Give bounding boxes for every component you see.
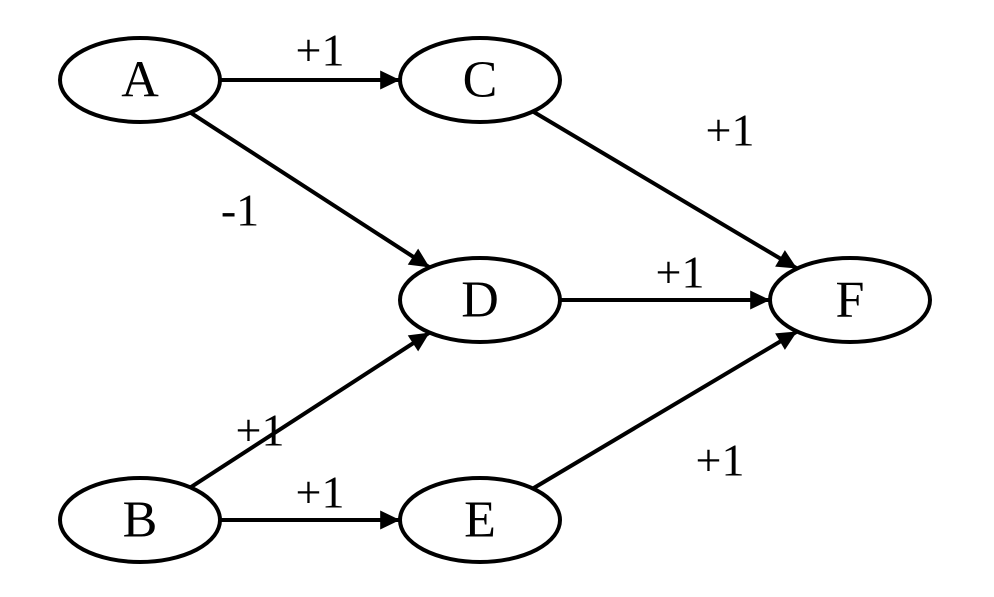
- edge-label-A-C: +1: [296, 25, 345, 76]
- node-label-F: F: [836, 272, 865, 329]
- edge-label-B-E: +1: [296, 467, 345, 518]
- edge-B-D: [190, 333, 429, 488]
- arrowhead-A-D: [408, 249, 430, 268]
- edge-C-F: [533, 111, 797, 268]
- node-label-A: A: [121, 52, 159, 109]
- edge-E-F: [533, 331, 797, 488]
- node-label-D: D: [461, 272, 499, 329]
- edge-label-E-F: +1: [696, 435, 745, 486]
- edge-label-A-D: -1: [221, 185, 259, 236]
- arrowhead-B-D: [408, 333, 430, 352]
- edge-label-B-D: +1: [236, 405, 285, 456]
- graph-diagram: ABCDEF +1-1+1+1+1+1+1: [0, 0, 994, 597]
- node-label-B: B: [123, 492, 158, 549]
- arrowhead-B-E: [380, 510, 400, 529]
- node-label-E: E: [464, 492, 496, 549]
- nodes-group: A B C D E F: [60, 38, 930, 562]
- edge-label-C-F: +1: [706, 105, 755, 156]
- arrowhead-D-F: [750, 290, 770, 309]
- edge-label-D-F: +1: [656, 247, 705, 298]
- node-label-C: C: [463, 52, 498, 109]
- arrowhead-A-C: [380, 70, 400, 89]
